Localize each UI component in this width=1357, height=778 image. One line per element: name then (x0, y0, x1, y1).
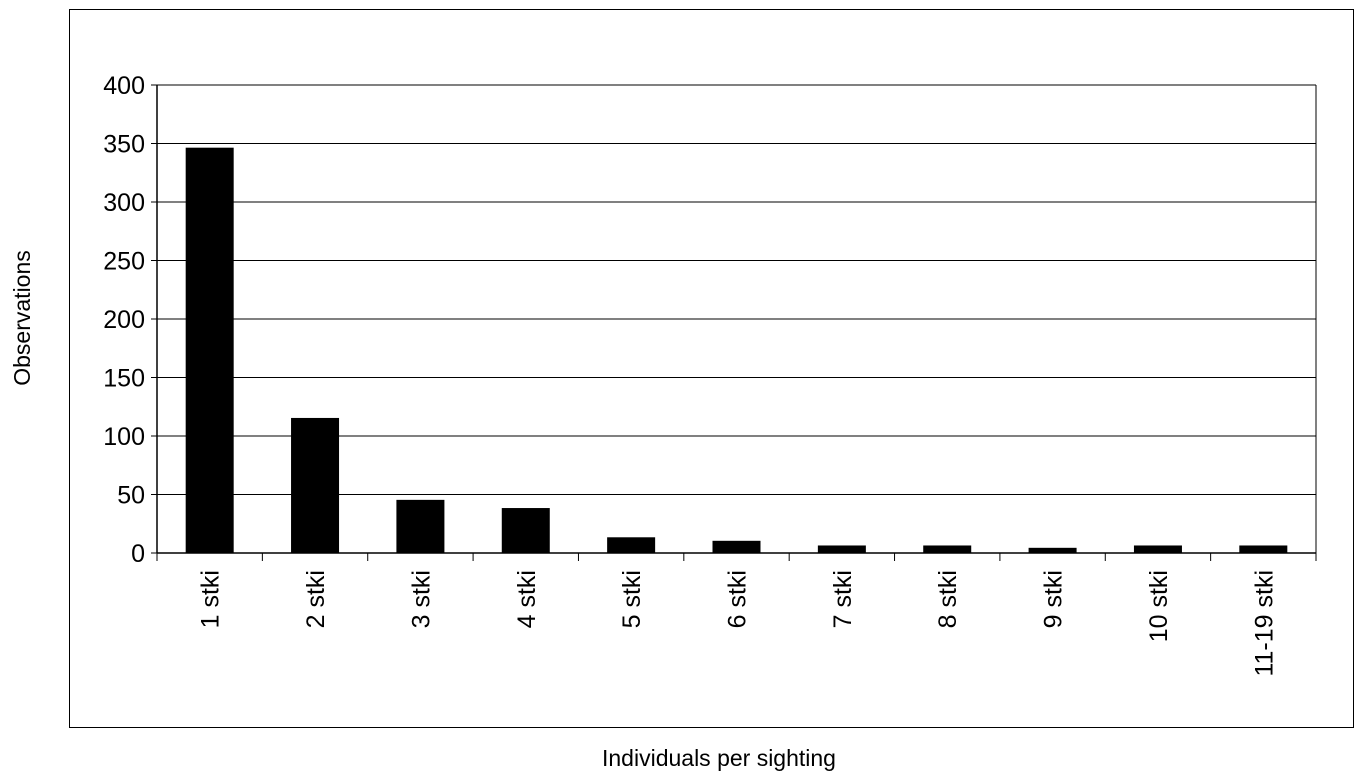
chart-frame (69, 9, 1354, 728)
bar (1239, 545, 1288, 554)
x-tick-label: 9 stki (1040, 570, 1068, 628)
bar (607, 537, 656, 554)
bar (817, 545, 866, 554)
x-tick-label: 8 stki (934, 570, 962, 628)
x-tick-label: 5 stki (618, 570, 646, 628)
y-tick-label: 400 (103, 72, 145, 100)
x-tick-label: 3 stki (407, 570, 435, 628)
x-tick-labels: 1 stki 2 stki 3 stki 4 stki 5 stki 6 stki 7 st… (197, 570, 1279, 677)
y-tick-label: 150 (103, 365, 145, 393)
x-axis-title: Individuals per sighting (602, 745, 836, 771)
x-tick-label: 7 stki (829, 570, 857, 628)
y-tick-label: 300 (103, 189, 145, 217)
y-tick-label: 250 (103, 248, 145, 276)
bar (712, 540, 761, 554)
y-tick-label: 100 (103, 423, 145, 451)
bar (185, 147, 234, 554)
bar (501, 508, 550, 554)
y-tick-label: 200 (103, 306, 145, 334)
x-tick-label: 11-19 stki (1250, 570, 1278, 677)
bar (1133, 545, 1182, 554)
y-tick-labels: 0 50 100 150 200 250 300 350 400 (103, 72, 145, 568)
y-tick-label: 50 (117, 482, 145, 510)
bar (923, 545, 972, 554)
y-axis-title: Observations (9, 250, 35, 386)
y-tick-label: 0 (131, 540, 145, 568)
axes (151, 84, 1317, 561)
x-tick-label: 6 stki (724, 570, 752, 628)
x-tick-label: 10 stki (1145, 570, 1173, 642)
bar (396, 499, 445, 554)
x-tick-label: 1 stki (197, 570, 225, 628)
y-tick-label: 350 (103, 131, 145, 159)
x-tick-label: 2 stki (302, 570, 330, 628)
bar (291, 417, 340, 554)
x-tick-label: 4 stki (513, 570, 541, 628)
bars (185, 147, 1288, 554)
